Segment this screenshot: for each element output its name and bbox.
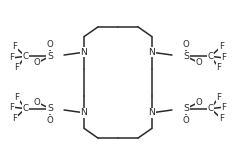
Text: C: C: [22, 104, 28, 113]
Text: F: F: [9, 102, 14, 112]
Text: F: F: [12, 114, 17, 123]
Text: N: N: [80, 48, 87, 57]
Text: F: F: [216, 93, 221, 102]
Text: F: F: [222, 102, 227, 112]
Text: O: O: [183, 40, 190, 49]
Text: F: F: [219, 114, 224, 123]
Text: C: C: [22, 52, 28, 61]
Text: O: O: [196, 58, 202, 67]
Text: O: O: [34, 58, 40, 67]
Text: F: F: [15, 63, 20, 72]
Text: O: O: [183, 116, 190, 125]
Text: O: O: [34, 98, 40, 107]
Text: F: F: [222, 53, 227, 63]
Text: O: O: [196, 98, 202, 107]
Text: F: F: [15, 93, 20, 102]
Text: F: F: [219, 42, 224, 51]
Text: C: C: [208, 104, 214, 113]
Text: N: N: [149, 108, 156, 117]
Text: C: C: [208, 52, 214, 61]
Text: F: F: [12, 42, 17, 51]
Text: O: O: [46, 40, 53, 49]
Text: S: S: [47, 104, 53, 113]
Text: F: F: [216, 63, 221, 72]
Text: N: N: [149, 48, 156, 57]
Text: S: S: [183, 104, 189, 113]
Text: F: F: [9, 53, 14, 63]
Text: S: S: [47, 52, 53, 61]
Text: S: S: [183, 52, 189, 61]
Text: O: O: [46, 116, 53, 125]
Text: N: N: [80, 108, 87, 117]
